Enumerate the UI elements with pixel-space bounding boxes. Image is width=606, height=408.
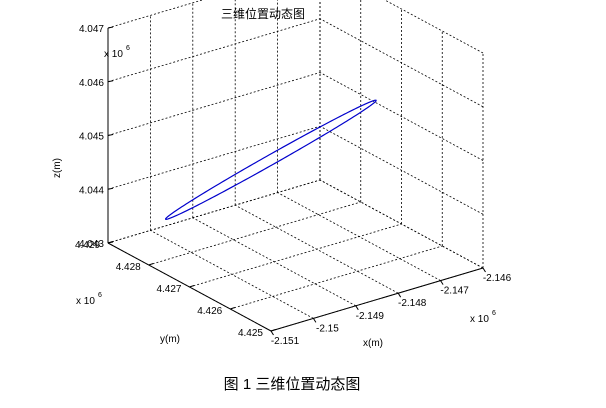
x-tick-label--2.149: -2.149 [356, 311, 385, 322]
grid-line-z-4.045-side [319, 72, 484, 161]
x-exponent-power: 6 [492, 310, 496, 317]
x-exponent-base: x 10 [470, 314, 489, 325]
x-tick-label--2.15: -2.15 [316, 323, 339, 334]
z-tick-label-4.044: 4.044 [79, 185, 104, 196]
grid-line-z-4.046-back [107, 18, 321, 83]
x-axis-line [270, 267, 484, 332]
z-exponent-power: 6 [126, 45, 130, 52]
x-tick-mark--2.146 [482, 267, 486, 273]
x-tick-label--2.151: -2.151 [271, 336, 300, 347]
z-tick-label-4.043: 4.043 [79, 239, 104, 250]
y-tick-mark-4.428 [148, 263, 154, 266]
z-tick-mark-4.044 [107, 187, 114, 190]
grid-line-z-4.046-side [319, 18, 484, 108]
x-tick-mark--2.148 [397, 292, 402, 298]
x-axis-label: x(m) [363, 338, 383, 349]
grid-line-z-4.047-side [383, 0, 484, 54]
grid-line-y-4.428-floor [148, 201, 361, 266]
grid-line-y-4.427-floor [189, 223, 402, 288]
z-tick-mark-4.047 [107, 26, 114, 29]
y-tick-label-4.426: 4.426 [197, 306, 222, 317]
z-axis-exponent: x 10 6 [104, 45, 130, 60]
x-tick-mark--2.15 [312, 318, 317, 323]
chart-title: 三维位置动态图 [221, 6, 305, 21]
x-tick-label--2.148: -2.148 [398, 298, 427, 309]
y-tick-mark-4.426 [230, 307, 235, 310]
y-tick-label-4.428: 4.428 [116, 262, 141, 273]
y-exponent-base: x 10 [76, 296, 95, 307]
tick-labels: -2.151 -2.15 -2.149 -2.148 -2.147 -2.146 4.425… [75, 24, 512, 347]
z-tick-label-4.046: 4.046 [79, 78, 104, 89]
y-tick-label-4.429: 4.429 [75, 240, 100, 251]
y-tick-label-4.427: 4.427 [156, 284, 181, 295]
z-tick-mark-4.043 [107, 241, 114, 244]
series-trajectory-line-0 [164, 99, 377, 220]
x-tick-mark--2.147 [440, 280, 444, 285]
z-tick-label-4.047: 4.047 [79, 24, 104, 35]
grid-line-z-4.044-back [107, 125, 321, 190]
x-axis-exponent: x 10 6 [470, 310, 496, 325]
x-tick-label--2.147: -2.147 [440, 286, 469, 297]
grid-line-y-4.426-floor [230, 245, 443, 310]
y-axis-label: y(m) [160, 334, 180, 345]
grid-line-z-4.044-side [319, 125, 484, 215]
z-exponent-base: x 10 [104, 49, 123, 60]
y-exponent-power: 6 [98, 292, 102, 299]
x-tick-mark--2.149 [355, 305, 359, 311]
grid-line-z-4.043-side [319, 179, 484, 269]
grid-line-z-4.045-back [107, 72, 321, 136]
z-tick-label-4.045: 4.045 [79, 132, 104, 143]
y-axis-exponent: x 10 6 [76, 292, 102, 307]
y-tick-mark-4.425 [270, 329, 276, 332]
figure-caption: 图 1 三维位置动态图 [224, 376, 361, 393]
grid-lines [107, 0, 484, 332]
grid-line-z-4.043-back [107, 179, 321, 244]
z-axis-label: z(m) [52, 158, 63, 178]
grid-line-z-4.047-back [107, 0, 204, 29]
x-tick-label--2.146: -2.146 [483, 273, 512, 284]
z-tick-mark-4.046 [107, 80, 114, 83]
series-layer [164, 99, 377, 220]
z-tick-mark-4.045 [107, 134, 114, 136]
y-tick-label-4.425: 4.425 [238, 328, 263, 339]
tick-marks [107, 26, 486, 336]
y-tick-mark-4.427 [189, 285, 195, 288]
x-tick-mark--2.151 [270, 330, 274, 336]
